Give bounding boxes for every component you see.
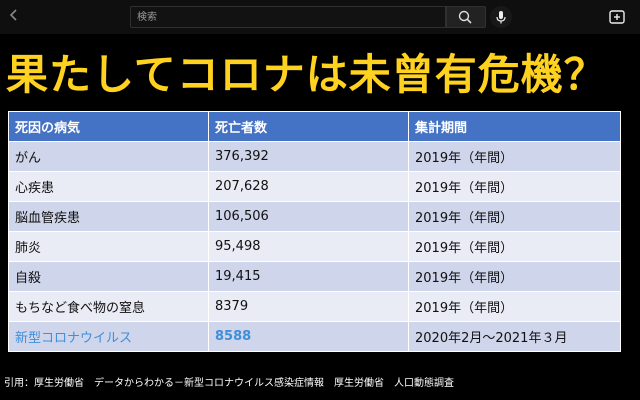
table-row: 心疾患 207,628 2019年（年間） bbox=[8, 171, 621, 202]
cell-cause: 脳血管疾患 bbox=[8, 201, 209, 232]
cell-period: 2019年（年間） bbox=[408, 291, 621, 322]
voice-search-button[interactable] bbox=[490, 6, 512, 28]
search-button[interactable] bbox=[446, 6, 486, 28]
cell-period: 2020年2月～2021年３月 bbox=[408, 321, 621, 352]
cell-cause: 新型コロナウイルス bbox=[8, 321, 209, 352]
microphone-icon bbox=[496, 11, 506, 24]
table-row: がん 376,392 2019年（年間） bbox=[8, 141, 621, 172]
table-row: 肺炎 95,498 2019年（年間） bbox=[8, 231, 621, 262]
cell-cause: 心疾患 bbox=[8, 171, 209, 202]
cell-period: 2019年（年間） bbox=[408, 231, 621, 262]
search-input[interactable] bbox=[131, 7, 445, 27]
cell-period: 2019年（年間） bbox=[408, 261, 621, 292]
header-deaths: 死亡者数 bbox=[208, 111, 409, 142]
add-to-playlist-icon bbox=[609, 10, 625, 24]
table-row-highlight: 新型コロナウイルス 8588 2020年2月～2021年３月 bbox=[8, 321, 621, 352]
cell-period: 2019年（年間） bbox=[408, 141, 621, 172]
cell-period: 2019年（年間） bbox=[408, 171, 621, 202]
back-arrow-icon[interactable] bbox=[6, 8, 22, 24]
cell-deaths: 207,628 bbox=[208, 171, 409, 202]
cell-cause: 自殺 bbox=[8, 261, 209, 292]
search-icon bbox=[458, 10, 472, 24]
cell-cause: もちなど食べ物の窒息 bbox=[8, 291, 209, 322]
add-to-playlist-button[interactable] bbox=[608, 8, 626, 26]
cell-cause: 肺炎 bbox=[8, 231, 209, 262]
search-box[interactable] bbox=[130, 6, 446, 28]
table-row: もちなど食べ物の窒息 8379 2019年（年間） bbox=[8, 291, 621, 322]
cell-cause: がん bbox=[8, 141, 209, 172]
table-row: 脳血管疾患 106,506 2019年（年間） bbox=[8, 201, 621, 232]
cell-deaths: 106,506 bbox=[208, 201, 409, 232]
cell-deaths: 376,392 bbox=[208, 141, 409, 172]
cell-deaths: 8588 bbox=[208, 321, 409, 352]
cell-deaths: 8379 bbox=[208, 291, 409, 322]
source-citation: 引用：厚生労働省 データからわかる－新型コロナウイルス感染症情報 厚生労働省 人… bbox=[4, 378, 454, 389]
cell-period: 2019年（年間） bbox=[408, 201, 621, 232]
top-bar bbox=[0, 0, 640, 34]
header-cause: 死因の病気 bbox=[8, 111, 209, 142]
slide-headline: 果たしてコロナは未曾有危機？ bbox=[6, 50, 607, 99]
table-row: 自殺 19,415 2019年（年間） bbox=[8, 261, 621, 292]
table-header-row: 死因の病気 死亡者数 集計期間 bbox=[8, 111, 621, 142]
header-period: 集計期間 bbox=[408, 111, 621, 142]
cell-deaths: 95,498 bbox=[208, 231, 409, 262]
cell-deaths: 19,415 bbox=[208, 261, 409, 292]
death-causes-table: 死因の病気 死亡者数 集計期間 がん 376,392 2019年（年間） 心疾患… bbox=[8, 111, 621, 352]
